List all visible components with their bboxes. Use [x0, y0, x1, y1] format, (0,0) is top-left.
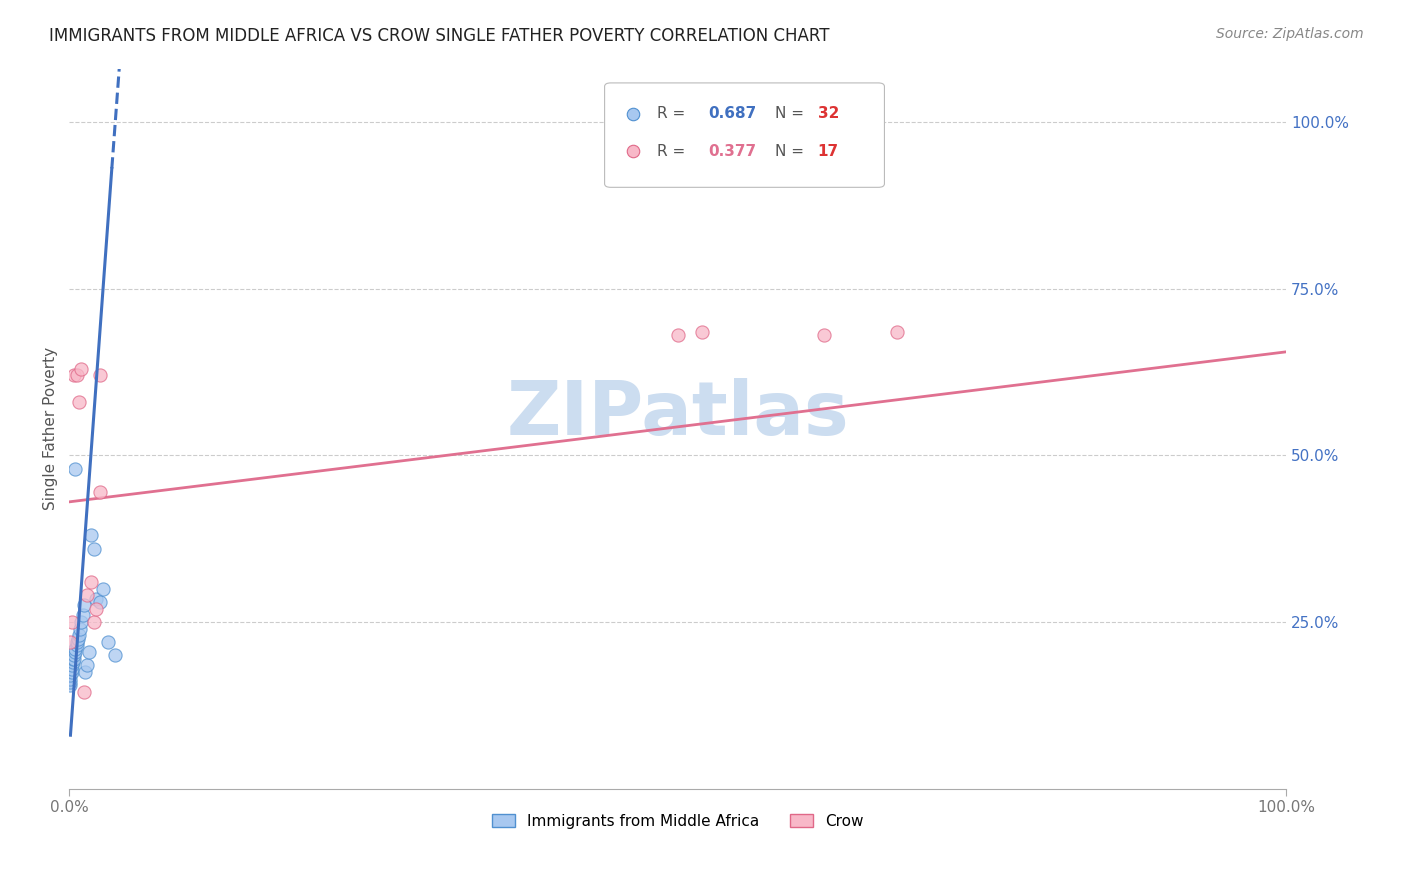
Point: [60, 658, 83, 673]
Point: [80, 574, 103, 589]
FancyBboxPatch shape: [605, 83, 884, 187]
Point: [76, 588, 98, 602]
Point: [89, 368, 111, 383]
Point: [76, 658, 98, 673]
Point: [65, 645, 87, 659]
Y-axis label: Single Father Poverty: Single Father Poverty: [44, 347, 58, 510]
Point: [59, 672, 82, 686]
Point: [89, 595, 111, 609]
Point: [70, 615, 93, 629]
Point: [66, 632, 89, 646]
Point: [67, 628, 90, 642]
Point: [83, 541, 105, 556]
Text: ZIPatlas: ZIPatlas: [506, 377, 849, 450]
Text: Source: ZipAtlas.com: Source: ZipAtlas.com: [1216, 27, 1364, 41]
Point: [73, 598, 96, 612]
Text: 0.687: 0.687: [709, 106, 756, 121]
Legend: Immigrants from Middle Africa, Crow: Immigrants from Middle Africa, Crow: [485, 807, 869, 835]
Point: [60, 661, 83, 675]
Point: [63, 368, 86, 383]
Point: [813, 328, 835, 343]
Point: [59, 668, 82, 682]
Point: [84, 601, 107, 615]
Point: [91, 582, 114, 596]
Point: [84, 591, 107, 606]
Point: [69, 622, 91, 636]
Point: [72, 608, 94, 623]
Point: [65, 641, 87, 656]
Point: [59, 678, 82, 692]
Point: [886, 325, 908, 339]
Point: [60, 615, 83, 629]
Point: [690, 325, 713, 339]
Point: [67, 395, 90, 409]
Point: [62, 655, 84, 669]
Point: [89, 484, 111, 499]
Point: [63, 648, 86, 663]
Text: R =: R =: [657, 144, 690, 159]
Point: [666, 328, 689, 343]
Text: 32: 32: [817, 106, 839, 121]
Point: [70, 361, 93, 376]
Point: [63, 651, 86, 665]
Point: [65, 368, 87, 383]
Point: [60, 665, 83, 679]
Text: IMMIGRANTS FROM MIDDLE AFRICA VS CROW SINGLE FATHER POVERTY CORRELATION CHART: IMMIGRANTS FROM MIDDLE AFRICA VS CROW SI…: [49, 27, 830, 45]
Point: [59, 635, 82, 649]
Point: [97, 635, 120, 649]
Point: [65, 638, 87, 652]
Point: [73, 685, 96, 699]
Point: [59, 674, 82, 689]
Text: 17: 17: [817, 144, 838, 159]
Point: [80, 528, 103, 542]
Point: [83, 615, 105, 629]
Point: [65, 461, 87, 475]
Text: N =: N =: [775, 106, 808, 121]
Text: 0.377: 0.377: [709, 144, 756, 159]
Point: [77, 645, 100, 659]
Point: [73, 665, 96, 679]
Point: [104, 648, 127, 663]
Point: [62, 651, 84, 665]
Text: R =: R =: [657, 106, 690, 121]
Point: [65, 635, 87, 649]
Text: N =: N =: [775, 144, 808, 159]
